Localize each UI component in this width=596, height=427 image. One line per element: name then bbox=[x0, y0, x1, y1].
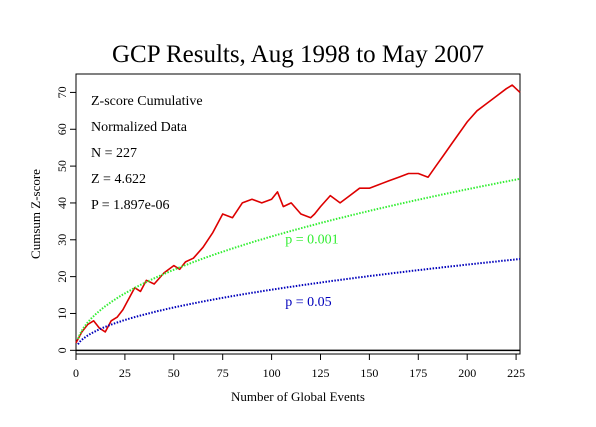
y-tick-label-1: 10 bbox=[55, 307, 69, 319]
stat-line-2: N = 227 bbox=[91, 146, 137, 161]
y-axis: 0 10 20 30 40 50 60 70 bbox=[55, 86, 76, 353]
stat-line-3: Z = 4.622 bbox=[91, 172, 146, 187]
series-layer: p = 0.001 p = 0.05 bbox=[75, 84, 521, 345]
x-tick-label-0: 0 bbox=[73, 366, 79, 380]
y-tick-label-6: 60 bbox=[55, 123, 69, 135]
y-tick-label-4: 40 bbox=[55, 197, 69, 209]
x-tick-label-9: 225 bbox=[507, 366, 525, 380]
x-tick-label-4: 100 bbox=[263, 366, 281, 380]
x-tick-label-3: 75 bbox=[217, 366, 229, 380]
envelope-label-1: p = 0.001 bbox=[285, 232, 338, 247]
x-tick-label-7: 175 bbox=[409, 366, 427, 380]
x-tick-label-2: 50 bbox=[168, 366, 180, 380]
probability-envelope-1 bbox=[77, 177, 521, 340]
x-tick-label-8: 200 bbox=[458, 366, 476, 380]
x-tick-label-5: 125 bbox=[311, 366, 329, 380]
y-tick-label-0: 0 bbox=[55, 347, 69, 353]
x-tick-label-6: 150 bbox=[360, 366, 378, 380]
y-axis-label: Cumsum Z-score bbox=[28, 169, 43, 259]
stat-line-4: P = 1.897e-06 bbox=[91, 198, 170, 213]
chart-title: GCP Results, Aug 1998 to May 2007 bbox=[112, 41, 484, 68]
y-tick-label-7: 70 bbox=[55, 86, 69, 98]
y-tick-label-2: 20 bbox=[55, 271, 69, 283]
stats-annotations: Z-score Cumulative Normalized Data N = 227… bbox=[91, 94, 203, 213]
stat-line-1: Normalized Data bbox=[91, 120, 188, 135]
plot-frame bbox=[75, 73, 521, 355]
x-tick-label-1: 25 bbox=[119, 366, 131, 380]
probability-envelope-2 bbox=[77, 258, 521, 345]
y-tick-label-3: 30 bbox=[55, 234, 69, 246]
x-axis: 0 25 50 75 100 125 150 175 200 225 bbox=[73, 354, 525, 380]
stat-line-0: Z-score Cumulative bbox=[91, 94, 203, 109]
envelope-label-2: p = 0.05 bbox=[285, 295, 331, 310]
cumsum-zscore-line bbox=[75, 84, 521, 344]
y-tick-label-5: 50 bbox=[55, 160, 69, 172]
x-axis-label: Number of Global Events bbox=[231, 389, 365, 404]
